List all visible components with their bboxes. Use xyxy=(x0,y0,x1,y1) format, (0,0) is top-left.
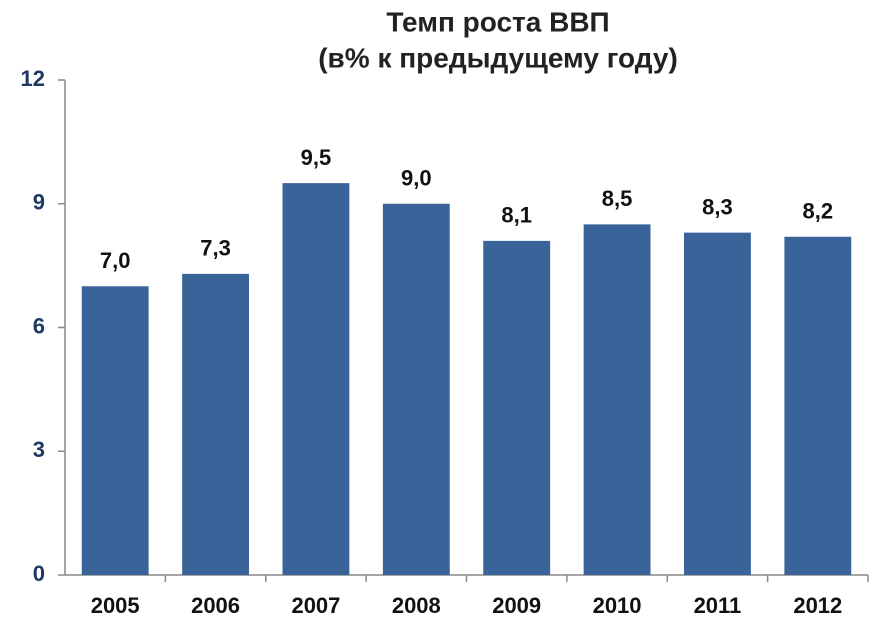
chart-title: Темп роста ВВП xyxy=(386,6,609,37)
value-label: 7,3 xyxy=(200,236,231,261)
x-tick-label: 2011 xyxy=(694,593,742,618)
bar xyxy=(282,183,350,575)
x-tick-label: 2006 xyxy=(191,593,240,618)
bar xyxy=(784,236,852,575)
x-tick-label: 2008 xyxy=(392,593,441,618)
bar xyxy=(182,273,249,575)
value-label: 9,5 xyxy=(301,145,332,170)
value-label: 9,0 xyxy=(401,166,432,191)
bar xyxy=(483,240,551,575)
x-tick-label: 2005 xyxy=(91,593,140,618)
bar xyxy=(81,286,149,575)
value-label: 8,1 xyxy=(501,203,532,228)
value-label: 8,2 xyxy=(803,199,834,224)
value-label: 8,3 xyxy=(702,194,733,219)
bar xyxy=(583,224,651,575)
x-tick-label: 2010 xyxy=(593,593,642,618)
value-label: 8,5 xyxy=(602,186,633,211)
y-tick-label: 0 xyxy=(33,561,45,586)
y-tick-label: 9 xyxy=(33,190,45,215)
y-tick-label: 12 xyxy=(21,66,45,91)
bar xyxy=(382,203,450,575)
value-label: 7,0 xyxy=(100,248,131,273)
x-tick-label: 2007 xyxy=(291,593,340,618)
chart-subtitle: (в% к предыдущему году) xyxy=(318,42,678,73)
bar xyxy=(684,232,751,575)
y-tick-label: 3 xyxy=(33,437,45,462)
y-tick-label: 6 xyxy=(33,313,45,338)
x-tick-label: 2009 xyxy=(492,593,541,618)
x-tick-label: 2012 xyxy=(793,593,842,618)
